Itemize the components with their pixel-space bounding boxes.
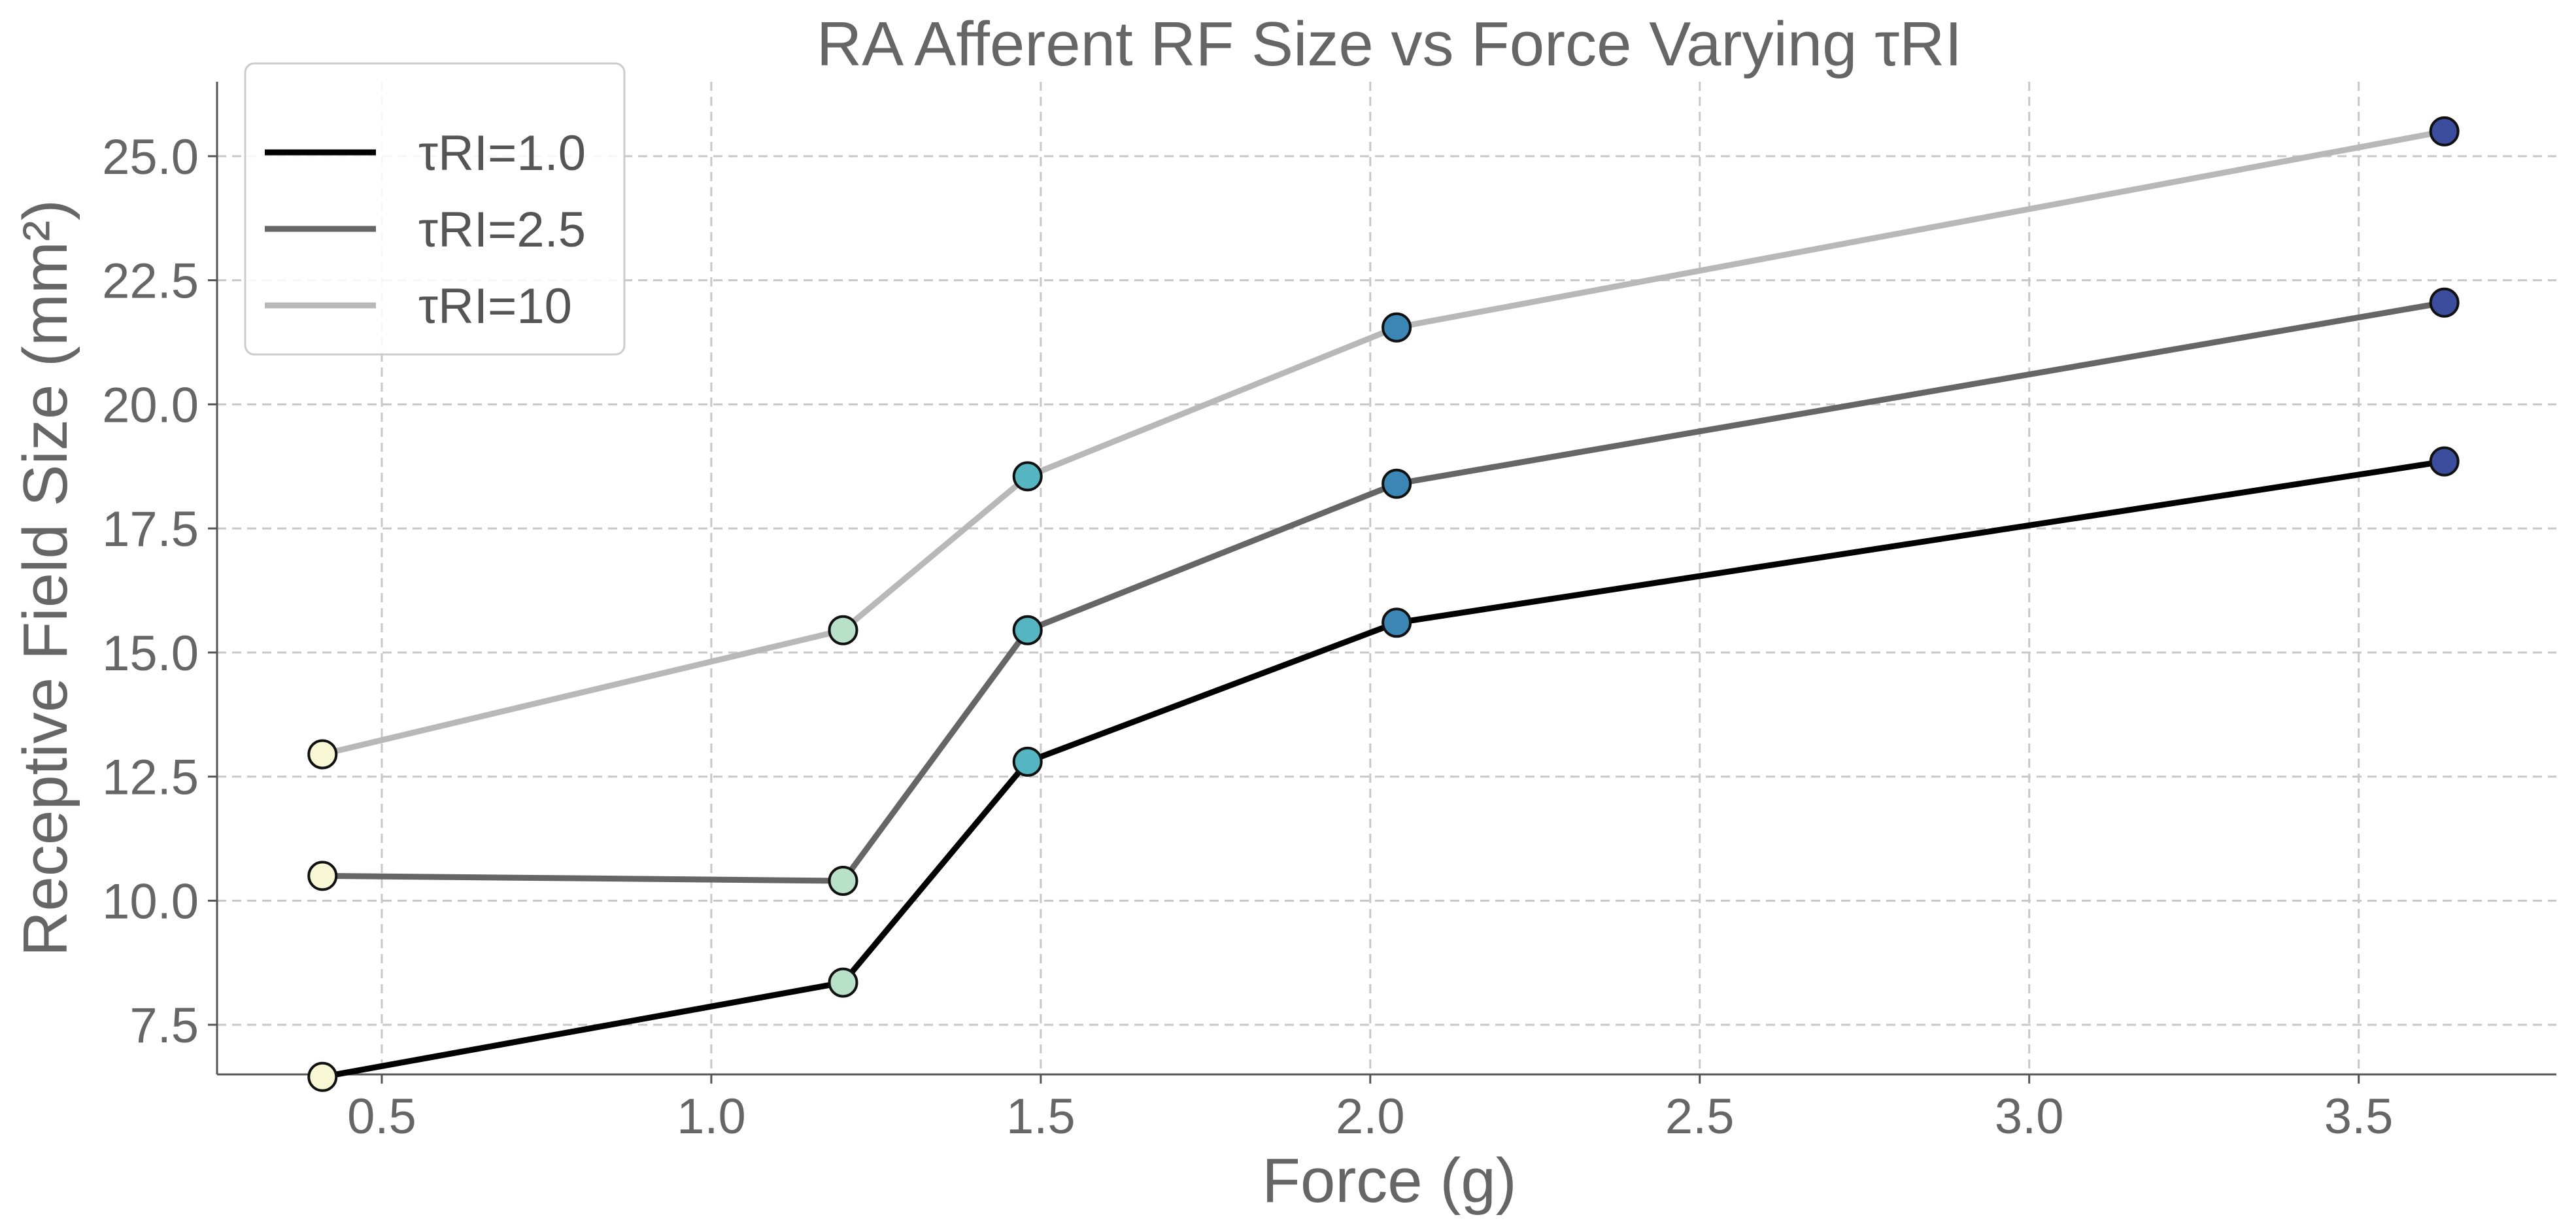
y-tick-label: 15.0 <box>102 626 199 681</box>
data-point <box>1012 461 1043 492</box>
data-point <box>828 967 858 998</box>
axes <box>216 82 2556 1076</box>
x-tick-label: 1.0 <box>677 1089 746 1144</box>
markers <box>307 116 2460 1092</box>
legend-label: τRI=1.0 <box>418 126 586 181</box>
series <box>319 128 2448 1080</box>
data-point <box>307 861 338 891</box>
x-axis-label: Force (g) <box>1262 1146 1516 1216</box>
data-point <box>1381 468 1412 499</box>
legend-box <box>244 62 626 356</box>
data-point <box>2429 287 2460 318</box>
data-point <box>2429 446 2460 477</box>
data-point <box>2429 116 2460 146</box>
y-tick-label: 10.0 <box>102 874 199 929</box>
legend-label: τRI=10 <box>418 279 572 334</box>
x-tick-label: 0.5 <box>347 1089 416 1144</box>
ticks: 0.5 1.0 1.5 2.0 2.5 3.0 3.5 7.5 10.0 12.5 15.0 17.5… <box>102 129 2393 1144</box>
series-line-2 <box>319 299 2448 884</box>
y-tick-label: 17.5 <box>102 502 199 557</box>
x-tick-label: 3.5 <box>2324 1089 2394 1144</box>
y-tick-label: 22.5 <box>102 254 199 309</box>
y-tick-label: 12.5 <box>102 750 199 806</box>
series-line-3 <box>319 128 2448 757</box>
data-point <box>307 739 338 770</box>
legend: τRI=1.0 τRI=2.5 τRI=10 <box>244 62 626 356</box>
x-tick-label: 2.0 <box>1336 1089 1405 1144</box>
data-point <box>1381 312 1412 343</box>
y-tick-label: 7.5 <box>129 998 199 1053</box>
data-point <box>828 865 858 896</box>
x-tick-label: 1.5 <box>1006 1089 1076 1144</box>
data-point <box>1012 746 1043 777</box>
y-axis-label: Receptive Field Size (mm²) <box>10 199 80 957</box>
data-point <box>1381 607 1412 638</box>
data-point <box>1012 615 1043 645</box>
legend-label: τRI=2.5 <box>418 202 586 258</box>
chart-title: RA Afferent RF Size vs Force Varying τRI <box>817 9 1962 79</box>
x-tick-label: 2.5 <box>1665 1089 1735 1144</box>
y-tick-label: 25.0 <box>102 129 199 185</box>
y-tick-label: 20.0 <box>102 377 199 433</box>
series-line-1 <box>319 458 2448 1080</box>
x-tick-label: 3.0 <box>1995 1089 2064 1144</box>
data-point <box>307 1061 338 1092</box>
data-point <box>828 615 858 645</box>
